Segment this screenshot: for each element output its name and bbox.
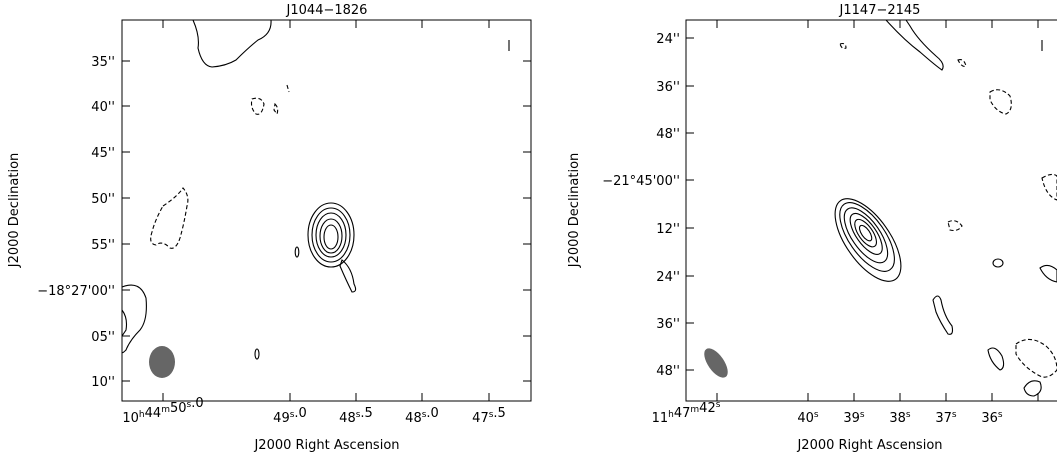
x-tick-label: 11h47m42s <box>652 400 721 426</box>
x-tick-label: 49s.0 <box>273 406 307 426</box>
x-axis-label: J2000 Right Ascension <box>796 438 942 453</box>
negative-contour <box>947 220 963 232</box>
negative-contour <box>250 97 265 115</box>
negative-contour <box>989 89 1012 115</box>
source-contours <box>294 202 357 293</box>
y-tick-label: 45'' <box>91 146 115 161</box>
x-tick-label: 48s.0 <box>405 406 439 426</box>
left-edge-contour <box>121 284 147 354</box>
small-contour <box>932 295 954 335</box>
beam-ellipse <box>149 346 175 378</box>
y-tick-label: −18°27'00'' <box>37 284 115 299</box>
y-tick-label: 36'' <box>656 317 680 332</box>
y-tick-label: 50'' <box>91 192 115 207</box>
y-axis-label: J2000 Declination <box>567 153 582 269</box>
x-tick-label: 36s <box>981 410 1003 426</box>
top-contour <box>885 19 944 71</box>
negative-contour <box>1015 338 1057 378</box>
y-tick-label: 55'' <box>91 238 115 253</box>
panel-right-frame <box>685 19 1057 402</box>
y-tick-label: 10'' <box>91 375 115 390</box>
y-tick-label: 35'' <box>91 55 115 70</box>
left-edge-contour-inner <box>121 309 128 337</box>
y-tick-label: 24'' <box>656 32 680 47</box>
x-tick-label: 38s <box>889 410 911 426</box>
negative-contour <box>273 102 279 116</box>
y-tick-label: 36'' <box>656 80 680 95</box>
x-tick-label: 37s <box>935 410 957 426</box>
y-tick-label: 48'' <box>656 127 680 142</box>
negative-contour <box>150 187 189 249</box>
x-tick-label: 40s <box>797 410 819 426</box>
source-contours <box>834 198 902 282</box>
negative-contour <box>957 59 967 67</box>
top-edge-contour <box>192 19 272 68</box>
negative-contour <box>839 42 847 50</box>
panel-right-ticks <box>686 20 1039 401</box>
panel-left-title: J1044−1826 <box>286 3 368 18</box>
small-contour <box>987 347 1005 371</box>
y-tick-label: 12'' <box>656 222 680 237</box>
beam-ellipse <box>704 348 728 378</box>
small-contour <box>254 348 260 360</box>
panel-left: J1044−1826 35'' 40'' 45'' 50'' 55'' −18°… <box>7 3 532 453</box>
small-contour <box>1039 264 1057 283</box>
x-tick-label: 47s.5 <box>472 406 506 426</box>
y-tick-label: 24'' <box>656 270 680 285</box>
y-tick-label: 05'' <box>91 330 115 345</box>
panel-left-frame <box>121 19 532 402</box>
panel-right-title: J1147−2145 <box>839 3 921 18</box>
small-contour <box>992 258 1004 268</box>
small-contour <box>1023 380 1042 397</box>
negative-contour <box>1041 173 1057 201</box>
y-tick-label: 40'' <box>91 100 115 115</box>
y-tick-label: −21°45'00'' <box>602 174 680 189</box>
panel-right: J1147−2145 24'' 36'' 48'' −21°45'00'' 12… <box>567 3 1057 453</box>
panel-left-ticks <box>122 20 531 401</box>
x-tick-label: 48s.5 <box>339 406 373 426</box>
x-axis-label: J2000 Right Ascension <box>253 438 399 453</box>
y-tick-label: 48'' <box>656 364 680 379</box>
y-axis-label: J2000 Declination <box>7 153 22 269</box>
x-tick-label: 39s <box>843 410 865 426</box>
negative-contour <box>286 84 290 93</box>
